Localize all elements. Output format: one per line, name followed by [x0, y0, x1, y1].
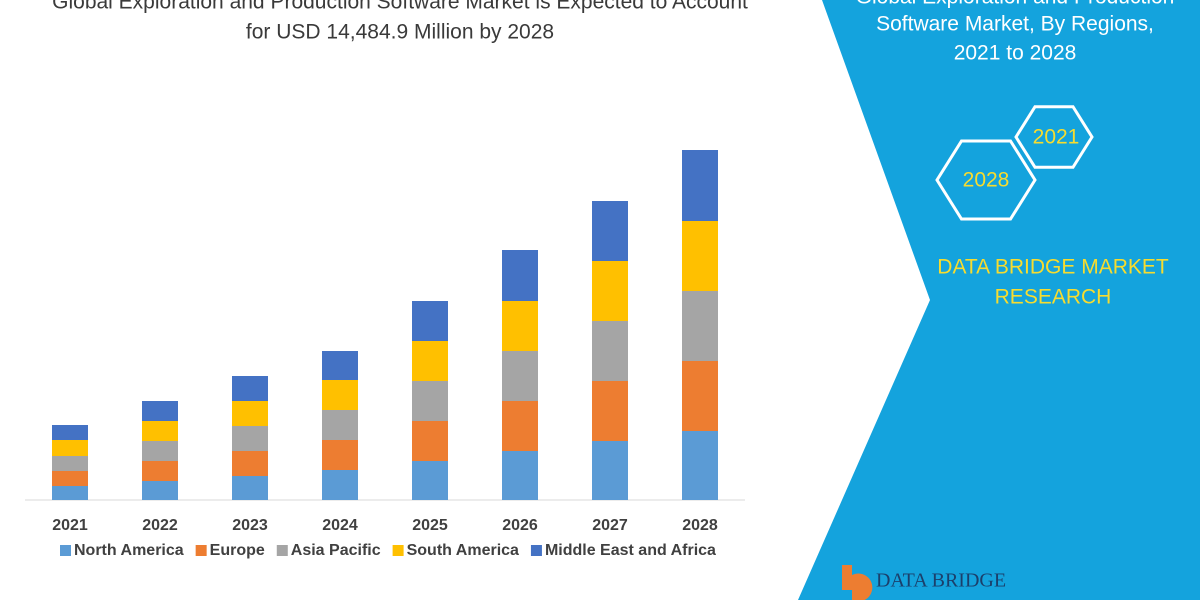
bar-segment	[412, 301, 448, 341]
bar-segment	[232, 476, 268, 500]
legend-swatch	[392, 545, 404, 556]
hexagon	[1014, 105, 1094, 169]
bar-segment	[52, 486, 88, 500]
bar-segment	[142, 441, 178, 461]
bar-segment	[502, 301, 538, 351]
panel-title: Software Market, By Regions,	[876, 13, 1154, 36]
bar-segment	[412, 461, 448, 500]
logo-icon	[842, 565, 873, 600]
legend-swatch	[195, 545, 207, 556]
legend-label: Asia Pacific	[291, 542, 381, 559]
bar-segment	[682, 361, 718, 431]
x-tick-label: 2024	[322, 517, 358, 534]
bar-segment	[142, 401, 178, 421]
panel-title: 2021 to 2028	[954, 42, 1077, 65]
bar-segment	[52, 425, 88, 440]
bar-segment	[502, 351, 538, 401]
bar-segment	[682, 221, 718, 291]
bar-segment	[502, 401, 538, 451]
bar-segment	[682, 291, 718, 361]
x-tick-label: 2021	[52, 517, 88, 534]
legend-label: South America	[407, 542, 519, 559]
chart-title: for USD 14,484.9 Million by 2028	[246, 21, 554, 44]
bar-segment	[412, 421, 448, 461]
bar-segment	[502, 451, 538, 500]
x-tick-label: 2022	[142, 517, 178, 534]
brand-text: RESEARCH	[995, 286, 1112, 309]
legend-swatch	[60, 545, 71, 556]
bar-segment	[592, 261, 628, 321]
bar-segment	[682, 150, 718, 221]
x-tick-label: 2026	[502, 517, 538, 534]
bar-segment	[232, 376, 268, 401]
x-tick-label: 2023	[232, 517, 268, 534]
hexagon	[935, 139, 1037, 221]
bar-segment	[232, 401, 268, 426]
bar-segment	[52, 456, 88, 471]
hexagon-label: 2028	[963, 169, 1010, 192]
logo-text: DATA BRIDGE	[876, 570, 1006, 592]
chart-title: Global Exploration and Production Softwa…	[52, 0, 748, 14]
x-tick-label: 2025	[412, 517, 448, 534]
legend-label: Middle East and Africa	[545, 542, 716, 559]
bar-segment	[322, 440, 358, 470]
bar-segment	[142, 421, 178, 441]
panel-title: Global Exploration and Production	[856, 0, 1175, 9]
legend-swatch	[276, 545, 288, 556]
bar-segment	[592, 201, 628, 261]
side-panel	[798, 0, 1200, 600]
bar-segment	[592, 321, 628, 381]
bar-segment	[232, 426, 268, 451]
bar-segment	[232, 451, 268, 476]
legend-label: Europe	[210, 542, 265, 559]
bar-segment	[502, 250, 538, 301]
x-tick-label: 2028	[682, 517, 718, 534]
brand-text: DATA BRIDGE MARKET	[937, 256, 1169, 279]
bar-segment	[592, 381, 628, 441]
bar-segment	[52, 471, 88, 486]
x-tick-label: 2027	[592, 517, 628, 534]
bar-segment	[592, 441, 628, 500]
bar-segment	[142, 461, 178, 481]
legend-swatch	[530, 545, 542, 556]
hexagon-label: 2021	[1033, 126, 1080, 149]
bar-segment	[52, 440, 88, 456]
bar-segment	[322, 351, 358, 380]
bar-segment	[412, 341, 448, 381]
plot: 2021 2022 2023 2024 2025 2026 2027 2028 North Am…	[52, 150, 718, 559]
bar-segment	[142, 481, 178, 500]
bar-segment	[322, 380, 358, 410]
bar-segment	[322, 410, 358, 440]
bar-segment	[682, 431, 718, 500]
bar-segment	[412, 381, 448, 421]
legend-label: North America	[74, 542, 184, 559]
bar-segment	[322, 470, 358, 500]
